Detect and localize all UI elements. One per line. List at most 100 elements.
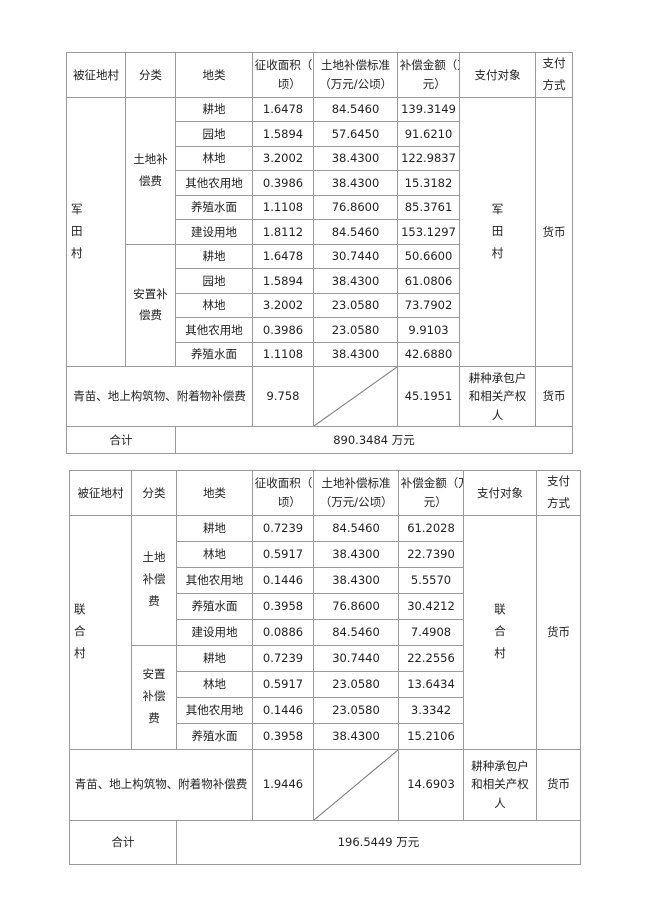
standard-cell-text: 57.6450 bbox=[331, 126, 380, 141]
amount-cell-text: 14.6903 bbox=[407, 777, 455, 792]
total-row: 合计 196.5449 万元 bbox=[69, 819, 581, 865]
category-cell: 安置补偿费 bbox=[125, 243, 176, 368]
standard-cell: 23.0580 bbox=[313, 670, 399, 698]
standard-cell: 38.4300 bbox=[313, 170, 398, 196]
area-cell: 9.758 bbox=[252, 366, 314, 428]
header-cell-text: 地类 bbox=[202, 67, 226, 82]
header-row: 被征地村 分类 地类 征收面积（公顷）土地补偿标准（万元/公顷）补偿金额（万元） 支付对… bbox=[69, 470, 581, 516]
payment-method-cell-text: 货币 bbox=[542, 224, 566, 239]
header-cell-text: 地类 bbox=[203, 485, 226, 500]
land-type-cell-text: 园地 bbox=[202, 126, 226, 141]
standard-cell: 57.6450 bbox=[313, 121, 398, 147]
village-cell: 军田村 bbox=[66, 96, 126, 368]
land-type-cell: 养殖水面 bbox=[176, 722, 253, 750]
land-type-cell-text: 耕地 bbox=[203, 650, 226, 665]
area-cell: 0.1446 bbox=[252, 566, 314, 594]
empty-diagonal-cell bbox=[313, 366, 398, 428]
area-cell: 0.3986 bbox=[252, 170, 314, 196]
land-type-cell: 林地 bbox=[175, 292, 253, 319]
standard-cell: 38.4300 bbox=[313, 566, 399, 594]
category-cell: 土地补偿费 bbox=[131, 514, 177, 646]
amount-cell: 85.3761 bbox=[397, 194, 460, 221]
header-cell: 支付对象 bbox=[463, 470, 537, 516]
standard-cell-text: 23.0580 bbox=[332, 702, 380, 717]
area-cell: 0.3986 bbox=[252, 317, 314, 343]
header-cell: 征收面积（公顷） bbox=[252, 52, 314, 98]
payment-method-cell: 货币 bbox=[535, 366, 573, 428]
area-cell-text: 0.1446 bbox=[262, 572, 304, 587]
land-type-cell-text: 养殖水面 bbox=[191, 598, 238, 613]
total-label-cell: 合计 bbox=[69, 819, 177, 865]
land-type-cell-text: 其他农用地 bbox=[185, 175, 243, 190]
land-type-cell: 林地 bbox=[175, 145, 253, 172]
header-cell: 补偿金额（万元） bbox=[397, 52, 460, 98]
amount-cell-text: 22.2556 bbox=[407, 650, 455, 665]
land-type-cell-text: 建设用地 bbox=[191, 224, 237, 239]
table-row: 联合村 土地补偿费 耕地 0.7239 84.5460 61.2028 联合村 货币 bbox=[69, 514, 581, 750]
amount-cell-text: 5.5570 bbox=[410, 572, 452, 587]
land-type-cell: 其他农用地 bbox=[175, 170, 253, 196]
standard-cell-text: 76.8600 bbox=[332, 598, 380, 613]
amount-cell: 91.6210 bbox=[397, 121, 460, 147]
header-cell: 被征地村 bbox=[69, 470, 132, 516]
table-row: 园地 1.5894 57.6450 91.6210 bbox=[67, 121, 573, 147]
payment-method-cell: 货币 bbox=[535, 96, 573, 368]
amount-cell-text: 122.9837 bbox=[401, 151, 456, 166]
payment-method-cell-text: 货币 bbox=[547, 777, 570, 792]
standard-cell: 30.7440 bbox=[313, 644, 399, 672]
amount-cell-text: 153.1297 bbox=[401, 224, 456, 239]
land-type-cell-text: 耕地 bbox=[202, 249, 226, 264]
table-row: 林地 0.5917 23.0580 13.6434 bbox=[70, 670, 581, 698]
area-cell: 0.7239 bbox=[252, 514, 314, 542]
land-type-cell: 园地 bbox=[175, 121, 253, 147]
land-type-cell-text: 养殖水面 bbox=[191, 728, 238, 743]
header-cell-text: 支付方式 bbox=[546, 474, 570, 510]
table-row: 安置补偿费 耕地 1.6478 30.7440 50.6600 bbox=[67, 243, 573, 368]
standard-cell-text: 23.0580 bbox=[332, 676, 380, 691]
land-type-cell: 耕地 bbox=[175, 96, 253, 123]
amount-cell-text: 42.6880 bbox=[404, 347, 453, 362]
amount-cell-text: 22.7390 bbox=[407, 546, 455, 561]
header-cell-text: 补偿金额（万元） bbox=[399, 58, 459, 91]
amount-cell-text: 61.2028 bbox=[407, 520, 455, 535]
land-type-cell-text: 园地 bbox=[202, 273, 226, 288]
payment-method-cell-text: 货币 bbox=[547, 624, 570, 639]
area-cell-text: 0.0886 bbox=[262, 624, 304, 639]
land-type-cell-text: 其他农用地 bbox=[185, 322, 243, 337]
table-row: 养殖水面 1.1108 76.8600 85.3761 bbox=[67, 194, 573, 221]
payee-cell-text: 联合村 bbox=[494, 602, 506, 661]
amount-cell-text: 30.4212 bbox=[407, 598, 455, 613]
area-cell-text: 0.5917 bbox=[262, 546, 304, 561]
land-type-cell: 养殖水面 bbox=[175, 341, 253, 368]
land-type-cell: 其他农用地 bbox=[176, 566, 253, 594]
area-cell: 1.6478 bbox=[252, 96, 314, 123]
amount-cell-text: 7.4908 bbox=[410, 624, 452, 639]
land-type-cell-text: 其他农用地 bbox=[185, 572, 244, 587]
standard-cell-text: 84.5460 bbox=[332, 624, 380, 639]
area-cell: 1.6478 bbox=[252, 243, 314, 270]
header-cell: 分类 bbox=[125, 52, 176, 98]
amount-cell-text: 9.9103 bbox=[408, 322, 449, 337]
header-cell-text: 土地补偿标准（万元/公顷） bbox=[319, 58, 393, 91]
payment-method-cell: 货币 bbox=[536, 514, 581, 750]
amount-cell: 61.2028 bbox=[398, 514, 464, 542]
land-type-cell-text: 耕地 bbox=[203, 520, 226, 535]
header-cell-text: 被征地村 bbox=[77, 485, 124, 500]
area-cell-text: 1.9446 bbox=[262, 777, 304, 792]
area-cell-text: 1.1108 bbox=[262, 200, 304, 215]
table-row: 其他农用地 0.1446 38.4300 5.5570 bbox=[70, 566, 581, 594]
standard-cell: 84.5460 bbox=[313, 618, 399, 646]
standard-cell-text: 38.4300 bbox=[332, 546, 380, 561]
land-type-cell: 耕地 bbox=[175, 243, 253, 270]
area-cell-text: 0.5917 bbox=[262, 676, 304, 691]
area-cell: 3.2002 bbox=[252, 292, 314, 319]
land-type-cell-text: 其他农用地 bbox=[185, 702, 244, 717]
amount-cell: 122.9837 bbox=[397, 145, 460, 172]
standard-cell: 84.5460 bbox=[313, 514, 399, 542]
total-label-cell: 合计 bbox=[66, 426, 176, 455]
land-type-cell: 养殖水面 bbox=[176, 592, 253, 620]
header-cell-text: 土地补偿标准（万元/公顷） bbox=[319, 476, 393, 509]
area-cell-text: 0.3958 bbox=[262, 598, 304, 613]
area-cell: 0.3958 bbox=[252, 592, 314, 620]
table-row: 林地 3.2002 38.4300 122.9837 bbox=[67, 145, 573, 172]
